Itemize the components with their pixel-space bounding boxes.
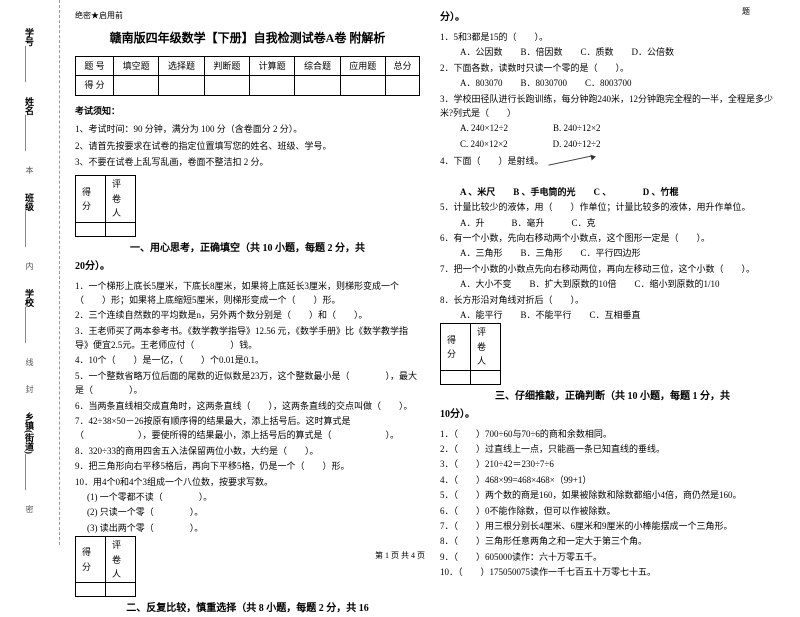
list-item: A 、米尺 B 、手电筒的光 C 、 D 、竹棍 bbox=[440, 185, 785, 199]
section-2-intro: 分）。 bbox=[440, 10, 785, 26]
dashed-hint-4: 封 bbox=[24, 385, 35, 397]
list-item: 8．320÷33的商用四舍五入法保留两位小数，大约是（ ）。 bbox=[75, 444, 420, 458]
notice-heading: 考试须知： bbox=[75, 104, 420, 118]
list-item: 6．（ ）0不能作除数，但可以作被除数。 bbox=[440, 504, 785, 518]
section-1-title: 一、用心思考，正确填空（共 10 小题，每题 2 分，共 bbox=[75, 241, 420, 257]
question-list-1: 1．一个梯形上底长5厘米，下底长8厘米，如果将上底延长3厘米，则梯形变成一个（ … bbox=[75, 279, 420, 536]
list-item bbox=[440, 170, 785, 184]
score-table: 题 号填空题选择题判断题计算题综合题应用题总分 得 分 bbox=[75, 56, 420, 96]
list-item: 6．当两条直线相交成直角时，这两条直线（ ），这两条直线的交点叫做（ ）。 bbox=[75, 399, 420, 413]
dashed-hint-2: 内 bbox=[24, 262, 35, 274]
left-column: 绝密★启用前 赣南版四年级数学【下册】自我检测试卷A卷 附解析 题 号填空题选择… bbox=[75, 10, 420, 540]
eval-table: 得分评卷人 bbox=[75, 536, 136, 597]
section-1-intro: 20分）。 bbox=[75, 259, 420, 275]
section-2-title: 二、反复比较，慎重选择（共 8 小题，每题 2 分，共 16 bbox=[75, 601, 420, 617]
list-item: A．三角形 B．三角形 C．平行四边形 bbox=[440, 246, 785, 260]
list-item: 8．（ ）三角形任意两角之和一定大于第三个角。 bbox=[440, 534, 785, 548]
list-item: A．大小不变 B．扩大到原数的10倍 C．缩小到原数的1/10 bbox=[440, 277, 785, 291]
exam-title: 赣南版四年级数学【下册】自我检测试卷A卷 附解析 bbox=[75, 29, 420, 48]
list-item: A．能平行 B．不能平行 C．互相垂直 bbox=[440, 308, 785, 322]
list-item: 4．下面（ ）是射线。 bbox=[440, 152, 785, 168]
table-row: 题 号填空题选择题判断题计算题综合题应用题总分 bbox=[76, 56, 420, 75]
list-item: (2) 只读一个零（ ）。 bbox=[75, 505, 420, 519]
notice-item: 3、不要在试卷上乱写乱画，卷面不整洁扣 2 分。 bbox=[75, 155, 420, 169]
top-corner-label: 题 bbox=[742, 6, 750, 17]
list-item: A．公因数 B．倍因数 C．质数 D．公倍数 bbox=[440, 45, 785, 59]
margin-field-name: 姓名________ bbox=[23, 97, 36, 151]
list-item: 4．（ ）468×99=468×468×（99+1） bbox=[440, 473, 785, 487]
notice-item: 2、请首先按要求在试卷的指定位置填写您的姓名、班级、学号。 bbox=[75, 139, 420, 153]
page-container: 学号________ 姓名________ 本 班级________ 内 学校_… bbox=[0, 0, 800, 545]
list-item: 3．学校田径队进行长跑训练，每分钟跑240米，12分钟跑完全程的一半，全程是多少… bbox=[440, 92, 785, 121]
notice-list: 1、考试时间：90 分钟，满分为 100 分（含卷面分 2 分）。 2、请首先按… bbox=[75, 122, 420, 169]
list-item: 7．（ ）用三根分别长4厘米、6厘米和9厘米的小棒能摆成一个三角形。 bbox=[440, 519, 785, 533]
list-item: 5．（ ）两个数的商是160，如果被除数和除数都缩小4倍，商仍然是160。 bbox=[440, 488, 785, 502]
section-3-intro: 10分）。 bbox=[440, 407, 785, 423]
list-item: 9．把三角形向右平移5格后，再向下平移5格，仍是一个（ ）形。 bbox=[75, 459, 420, 473]
eval-table: 得分评卷人 bbox=[75, 175, 136, 236]
list-item: 2．三个连续自然数的平均数是n，另外两个数分别是（ ）和（ ）。 bbox=[75, 308, 420, 322]
list-item: 7．把一个小数的小数点先向右移动两位，再向左移动三位，这个小数（ ）。 bbox=[440, 262, 785, 276]
list-item: 5．计量比较少的液体，用（ ）作单位；计量比较多的液体，用升作单位。 bbox=[440, 200, 785, 214]
list-item: (1) 一个零都不读（ ）。 bbox=[75, 490, 420, 504]
list-item: 10．用4个0和4个3组成一个八位数，按要求写数。 bbox=[75, 475, 420, 489]
list-item: 10．（ ）175050075读作一千七百五十万零七十五。 bbox=[440, 565, 785, 579]
list-item: 1．5和3都是15的（ ）。 bbox=[440, 30, 785, 44]
question-list-2: 1．5和3都是15的（ ）。 A．公因数 B．倍因数 C．质数 D．公倍数 2．… bbox=[440, 30, 785, 322]
list-item: 4．10个（ ）是一亿，（ ）个0.01是0.1。 bbox=[75, 353, 420, 367]
ray-arrow-icon bbox=[548, 152, 598, 164]
list-item: 1．（ ）700÷60与70÷6的商和余数相同。 bbox=[440, 427, 785, 441]
page-footer: 第 1 页 共 4 页 bbox=[0, 550, 800, 561]
eval-table: 得分评卷人 bbox=[440, 323, 501, 384]
margin-field-school: 学校________ bbox=[23, 289, 36, 343]
list-item: A. 240×12÷2 B. 240÷12×2 bbox=[440, 121, 785, 135]
table-row: 得 分 bbox=[76, 76, 420, 95]
list-item: 5．一个整数省略万位后面的尾数的近似数是23万，这个整数最小是（ ），最大是（ … bbox=[75, 369, 420, 398]
list-item: C. 240×12×2 D. 240÷12÷2 bbox=[440, 137, 785, 151]
margin-field-town: 乡镇(街道)________ bbox=[23, 412, 36, 490]
dashed-hint-5: 密 bbox=[24, 505, 35, 517]
list-item: 2．下面各数，读数时只读一个零的是（ ）。 bbox=[440, 61, 785, 75]
list-item: A．升 B．毫升 C．克 bbox=[440, 216, 785, 230]
list-item: (3) 读出两个零（ ）。 bbox=[75, 521, 420, 535]
list-item: 6．有一个小数，先向右移动两个小数点，这个图形一定是（ ）。 bbox=[440, 231, 785, 245]
dashed-hint-1: 本 bbox=[24, 166, 35, 178]
list-item: 1．一个梯形上底长5厘米，下底长8厘米，如果将上底延长3厘米，则梯形变成一个（ … bbox=[75, 279, 420, 308]
right-column: 分）。 1．5和3都是15的（ ）。 A．公因数 B．倍因数 C．质数 D．公倍… bbox=[440, 10, 785, 540]
content-area: 绝密★启用前 赣南版四年级数学【下册】自我检测试卷A卷 附解析 题 号填空题选择… bbox=[60, 0, 800, 545]
list-item: 3．王老师买了两本参考书。《数学教学指导》12.56 元，《数学手册》比《数学教… bbox=[75, 324, 420, 353]
list-item: 8．长方形沿对角线对折后（ ）。 bbox=[440, 293, 785, 307]
dashed-hint-3: 线 bbox=[24, 358, 35, 370]
margin-field-class: 班级________ bbox=[23, 193, 36, 247]
section-3-title: 三、仔细推敲，正确判断（共 10 小题，每题 1 分，共 bbox=[440, 389, 785, 405]
list-item: A．803070 B．8030700 C．8003700 bbox=[440, 76, 785, 90]
list-item: 7．42÷38×50－26按原有顺序得的结果最大，添上括号后。这时算式是（ ），… bbox=[75, 414, 420, 443]
notice-item: 1、考试时间：90 分钟，满分为 100 分（含卷面分 2 分）。 bbox=[75, 122, 420, 136]
list-item: 2．（ ）过直线上一点，只能画一条已知直线的垂线。 bbox=[440, 442, 785, 456]
confidential-label: 绝密★启用前 bbox=[75, 10, 420, 23]
margin-field-id: 学号________ bbox=[23, 28, 36, 82]
binding-margin: 学号________ 姓名________ 本 班级________ 内 学校_… bbox=[0, 0, 60, 545]
list-item: 3．（ ）210÷42＝230÷7÷6 bbox=[440, 457, 785, 471]
